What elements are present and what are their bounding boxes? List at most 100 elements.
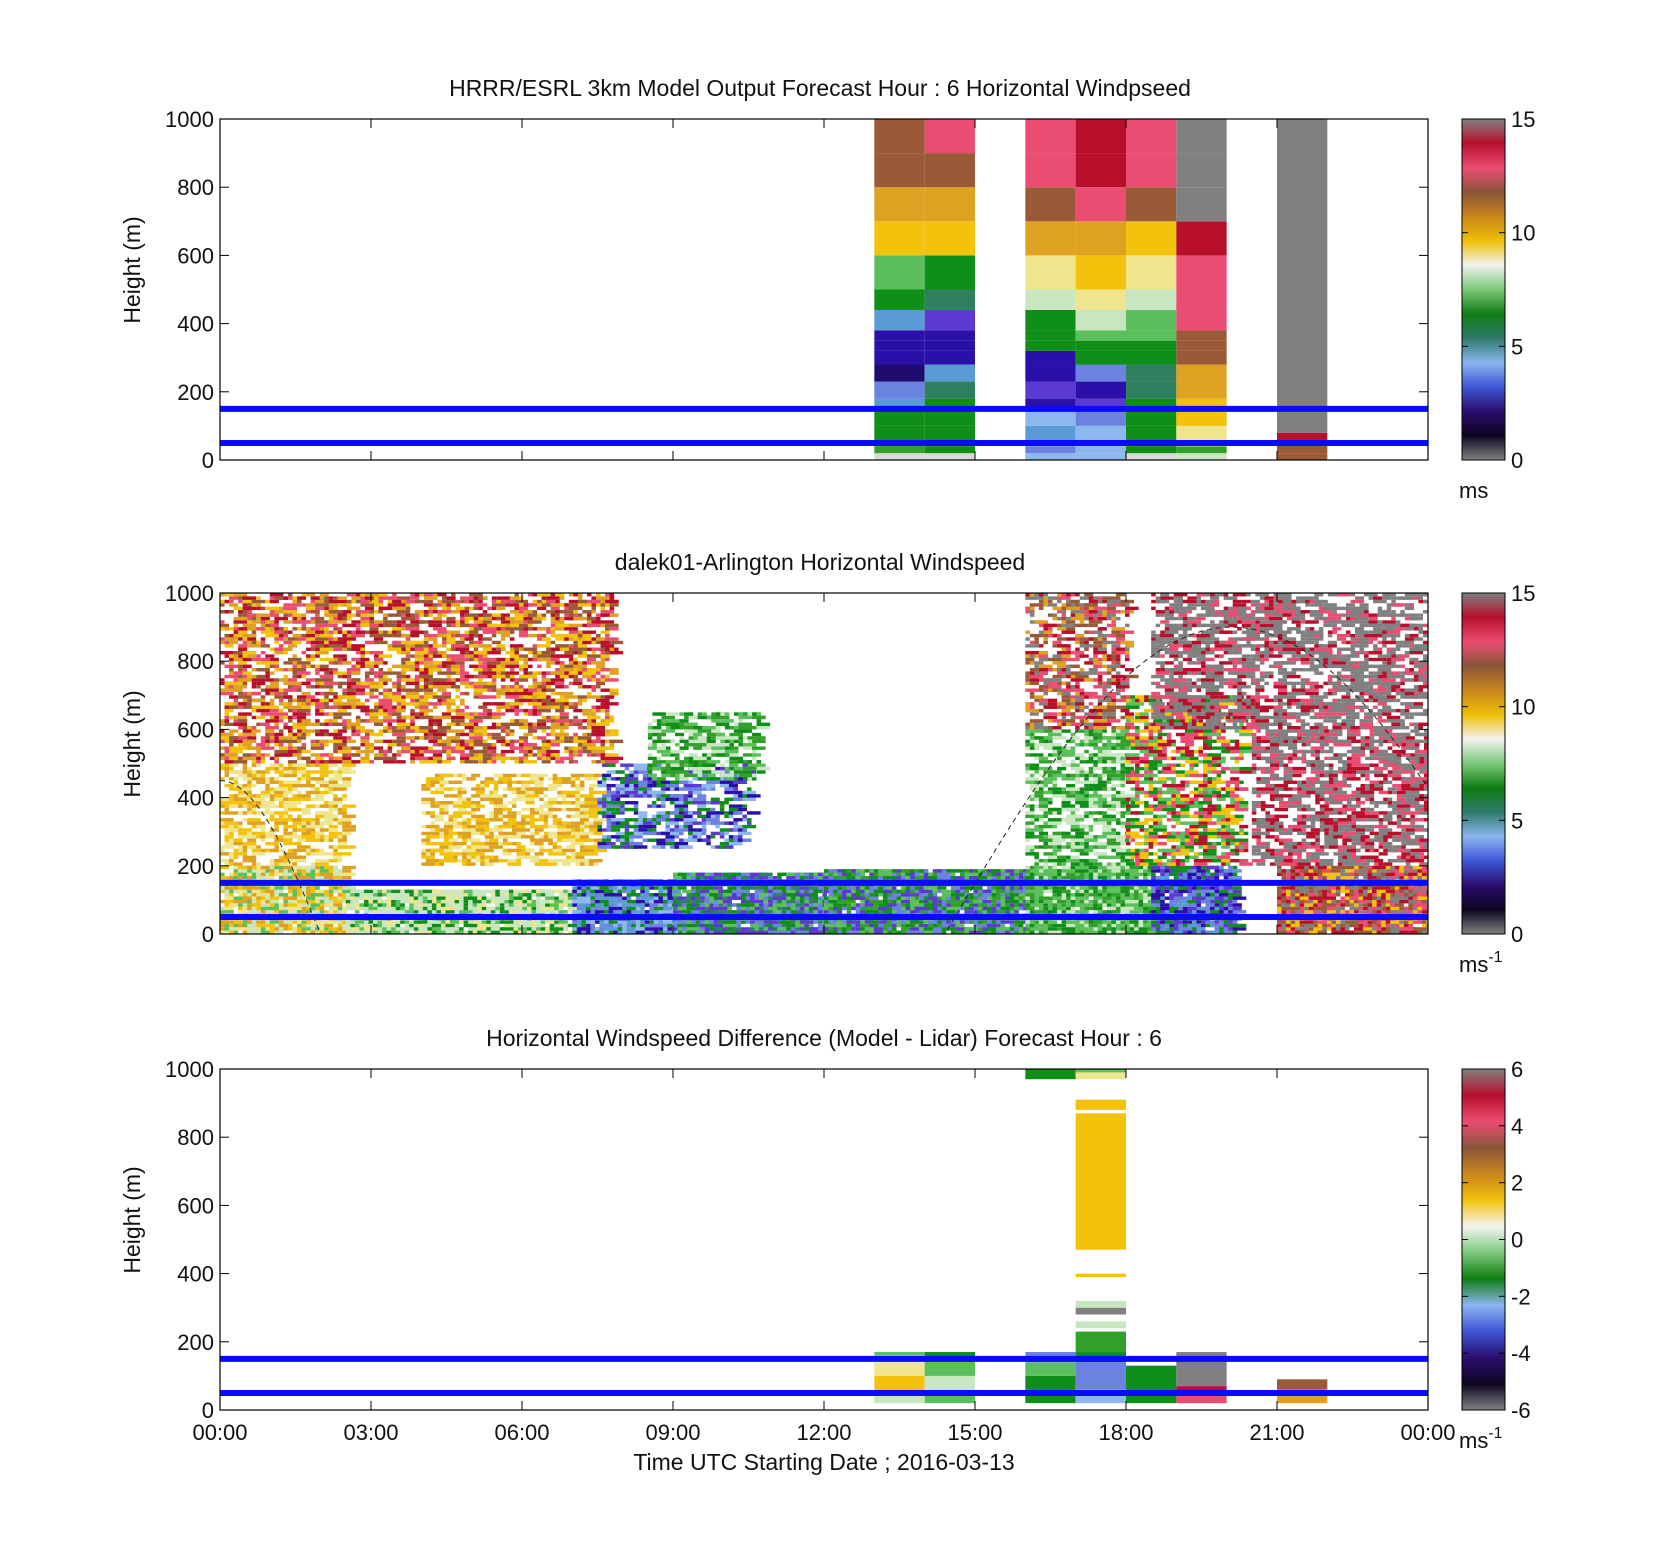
heatmap-cell [644,896,650,900]
heatmap-cell [319,821,334,825]
heatmap-cell [1102,910,1107,914]
heatmap-cell [400,920,405,924]
heatmap-cell [910,906,915,911]
heatmap-cell [493,773,508,778]
heatmap-cell [554,927,568,931]
heatmap-cell [833,903,843,907]
heatmap-cell [278,804,284,808]
heatmap-cell [310,848,316,853]
heatmap-cell [1173,910,1179,914]
heatmap-cell [1151,872,1156,877]
heatmap-cell [269,927,275,931]
heatmap-cell [247,780,252,784]
heatmap-cell [427,920,441,924]
heatmap-cell [1196,886,1201,890]
heatmap-cell [1408,927,1413,931]
heatmap-cell [269,899,275,904]
heatmap-cell [229,910,234,914]
heatmap-cell [1349,886,1359,890]
heatmap-cell [1304,930,1309,934]
heatmap-cell [1399,930,1409,934]
heatmap-cell [466,858,472,863]
heatmap-cell [472,923,478,928]
heatmap-cell [324,927,329,931]
heatmap-cell [301,773,311,778]
heatmap-cell [919,886,924,890]
heatmap-cell [1228,865,1233,870]
heatmap-cell [251,872,257,877]
heatmap-cell [297,790,302,795]
heatmap-cell [1358,889,1364,894]
heatmap-cell [722,923,737,928]
heatmap-cell [1178,869,1192,873]
heatmap-cell [1331,903,1336,907]
heatmap-cell [1349,876,1355,880]
heatmap-cell [622,906,632,911]
heatmap-cell [640,930,645,934]
heatmap-cell [350,930,355,934]
heatmap-cell [1126,408,1177,426]
heatmap-cell [1335,910,1341,914]
heatmap-cell [1066,872,1071,877]
heatmap-cell [1075,408,1126,426]
heatmap-cell [1066,893,1071,897]
heatmap-cell [350,920,360,924]
heatmap-cell [950,927,956,931]
heatmap-cell [1075,453,1126,460]
heatmap-cell [750,906,755,911]
heatmap-cell [443,848,449,853]
heatmap-cell [400,903,405,907]
heatmap-cell [292,848,307,853]
heatmap-cell [430,790,444,795]
heatmap-cell [395,920,401,924]
heatmap-cell [1009,903,1015,907]
heatmap-cell [1111,869,1125,873]
heatmap-cell [910,886,915,890]
heatmap-cell [695,896,701,900]
heatmap-cell [517,923,523,928]
heatmap-cell [1403,910,1409,914]
heatmap-cell [274,899,279,904]
heatmap-cell [837,920,843,924]
heatmap-cell [1155,893,1161,897]
heatmap-cell [536,889,541,894]
heatmap-cell [572,910,586,914]
heatmap-cell [846,930,852,934]
heatmap-cell [1408,886,1418,890]
heatmap-cell [278,766,284,771]
heatmap-cell [422,899,428,904]
heatmap-cell [220,777,225,781]
heatmap-cell [283,855,293,859]
heatmap-cell [421,801,435,805]
heatmap-cell [368,896,383,900]
heatmap-cell [1390,869,1395,873]
heatmap-cell [1277,865,1282,870]
heatmap-cell [1093,906,1098,911]
heatmap-cell [1290,906,1305,911]
heatmap-cell [527,889,532,894]
heatmap-cell [777,876,782,880]
heatmap-cell [622,903,627,907]
heatmap-cell [220,872,225,877]
heatmap-cell [247,831,257,836]
heatmap-cell [540,923,546,928]
heatmap-cell [480,848,494,853]
heatmap-cell [229,858,234,863]
heatmap-cell [513,923,518,928]
heatmap-cell [495,923,500,928]
heatmap-cell [959,896,965,900]
heatmap-cell [1376,896,1382,900]
heatmap-cell [274,797,288,802]
heatmap-cell [1376,865,1382,870]
heatmap-cell [1018,920,1024,924]
heatmap-cell [430,855,435,859]
heatmap-cell [828,920,834,924]
heatmap-cell [333,773,343,778]
heatmap-cell [653,893,659,897]
heatmap-cell [342,835,347,839]
heatmap-cell [256,770,270,774]
heatmap-cell [754,910,760,914]
heatmap-cell [315,862,329,866]
heatmap-cell [833,920,838,924]
heatmap-cell [1381,930,1386,934]
